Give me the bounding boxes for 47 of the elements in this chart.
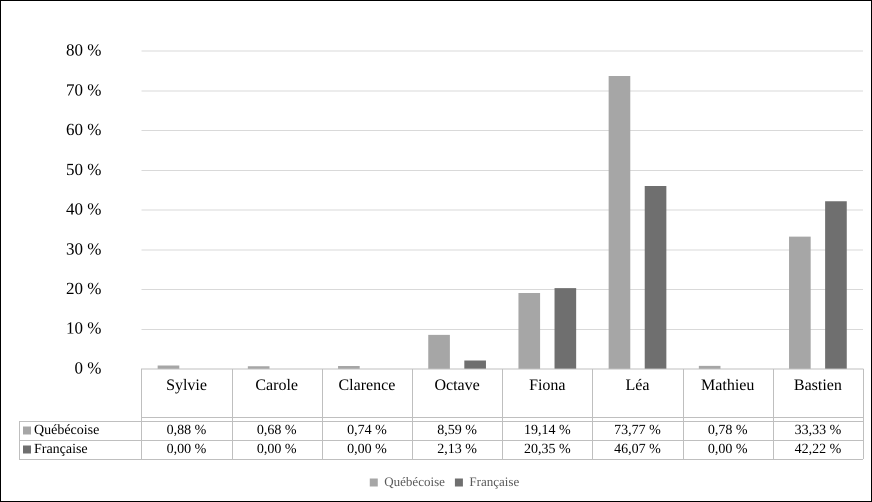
y-tick-label: 50 % (66, 160, 102, 179)
data-label: 0,78 % (708, 423, 748, 438)
data-label: 8,59 % (437, 423, 478, 438)
text: Québécoise (384, 474, 445, 489)
data-label: 19,14 % (524, 423, 571, 438)
y-tick-label: 60 % (66, 120, 102, 140)
data-label: 46,07 % (614, 442, 662, 458)
data-label: 2,13 % (437, 442, 478, 458)
data-label: 42,22 % (794, 442, 842, 458)
bar (698, 366, 720, 368)
y-tick-label: 10 % (66, 318, 102, 338)
x-tick-label: Sylvie (166, 377, 207, 394)
bar (518, 292, 540, 368)
x-tick-label: Clarence (338, 377, 396, 394)
y-tick-label: 70 % (66, 80, 102, 100)
data-label: 0,74 % (347, 423, 388, 438)
bar (644, 186, 666, 368)
data-label: 20,35 % (524, 442, 571, 458)
x-tick-label: Octave (434, 377, 480, 394)
data-label: 0,00 % (708, 442, 748, 458)
y-tick-label: 40 % (66, 200, 102, 219)
bar (158, 366, 180, 368)
text: Française (34, 442, 88, 458)
bar (825, 201, 847, 368)
x-tick-label: Bastien (794, 377, 842, 394)
y-tick-label: 0 % (74, 358, 102, 378)
data-label: 0,00 % (347, 442, 388, 458)
data-label: 0,00 % (166, 442, 207, 458)
data-label: 73,77 % (614, 423, 662, 438)
bar (428, 334, 450, 368)
x-tick-label: Mathieu (701, 377, 754, 394)
x-tick-label: Léa (626, 377, 650, 394)
y-tick-label: 20 % (66, 279, 102, 298)
bar (554, 288, 576, 368)
x-tick-label: Fiona (529, 377, 566, 394)
y-tick-label: 30 % (66, 239, 102, 258)
bar (789, 236, 811, 368)
data-label: 33,33 % (794, 423, 842, 438)
y-tick-label: 80 % (66, 40, 102, 60)
legend-label: Québécoise (34, 423, 100, 438)
data-label: 0,88 % (166, 423, 207, 438)
bar (608, 76, 630, 368)
data-label: 0,00 % (256, 442, 297, 458)
x-tick-label: Carole (255, 377, 298, 394)
data-label: 0,68 % (256, 423, 297, 438)
legend-label: Française (469, 474, 520, 489)
bar (464, 360, 486, 368)
